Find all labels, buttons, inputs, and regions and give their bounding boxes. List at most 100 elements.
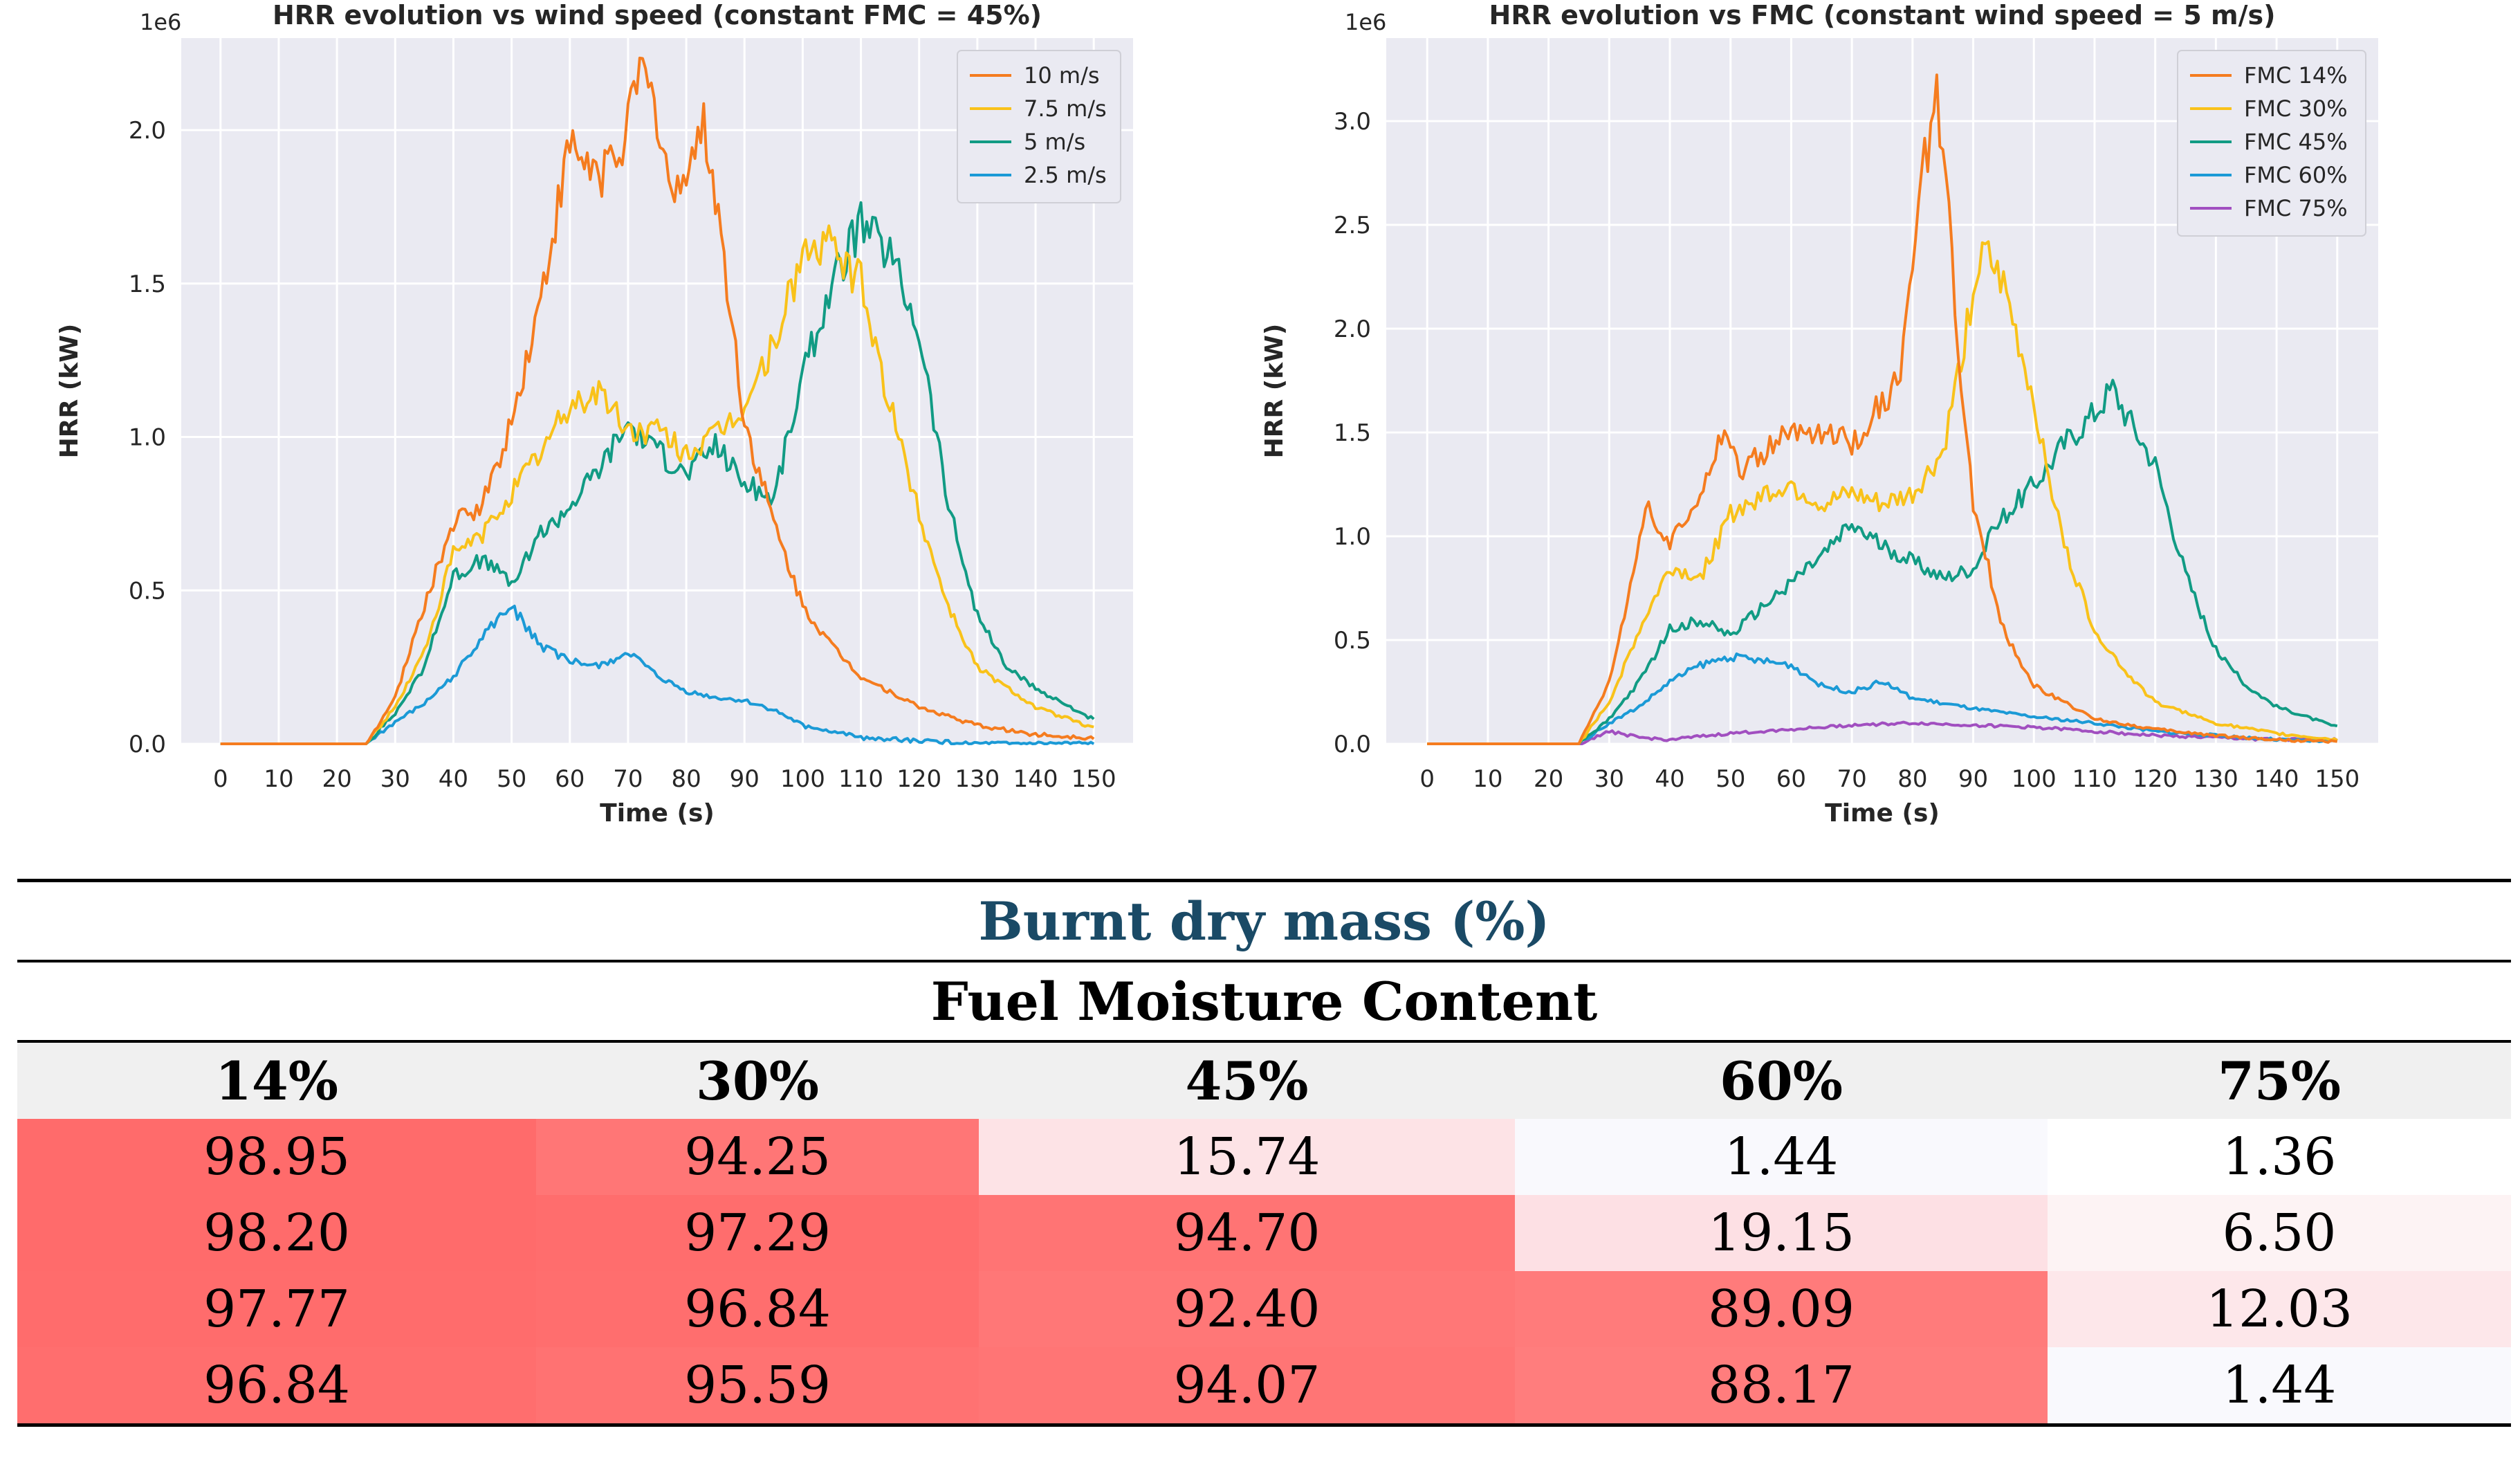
x-tick-label: 0 <box>1419 765 1435 793</box>
table-cell: 95.59 <box>536 1347 979 1423</box>
legend-box <box>957 50 1121 203</box>
x-tick-label: 140 <box>2254 765 2299 793</box>
y-axis-label: HRR (kW) <box>55 324 84 459</box>
x-tick-label: 20 <box>1534 765 1563 793</box>
x-tick-label: 110 <box>2072 765 2117 793</box>
column-header: 30% <box>696 1050 819 1112</box>
table-cell: 15.74 <box>979 1119 1515 1195</box>
y-tick-label: 0.0 <box>129 731 166 758</box>
table-cell: 97.77 <box>17 1271 536 1347</box>
x-tick-label: 90 <box>1958 765 1988 793</box>
x-tick-label: 80 <box>1897 765 1927 793</box>
y-multiplier-label: 1e6 <box>1345 9 1386 35</box>
y-axis-label: HRR (kW) <box>1260 324 1289 459</box>
x-tick-label: 50 <box>497 765 526 793</box>
table-cell: 89.09 <box>1515 1271 2048 1347</box>
x-tick-label: 60 <box>1776 765 1806 793</box>
burnt-dry-mass-table: Burnt dry mass (%) Fuel Moisture Content… <box>17 879 2511 1427</box>
table-cell: 97.29 <box>536 1195 979 1271</box>
y-tick-label: 2.0 <box>1334 316 1371 343</box>
table-cell: 98.20 <box>17 1195 536 1271</box>
table-cell: 19.15 <box>1515 1195 2048 1271</box>
x-tick-label: 100 <box>780 765 825 793</box>
hrr-vs-fmc-chart: 0 10 20 30 40 50 60 70 80 90 100 110 120 130 140 150 0.0… <box>1260 0 2378 828</box>
x-tick-label: 80 <box>671 765 701 793</box>
legend-label: FMC 60% <box>2244 162 2348 188</box>
y-tick-label: 1.5 <box>129 271 166 298</box>
column-header: 60% <box>1720 1050 1843 1112</box>
x-tick-label: 150 <box>2315 765 2360 793</box>
x-axis-label: Time (s) <box>600 799 715 828</box>
table-cell: 12.03 <box>2048 1271 2511 1347</box>
x-tick-label: 70 <box>1837 765 1867 793</box>
x-tick-label: 40 <box>439 765 468 793</box>
x-tick-label: 90 <box>730 765 760 793</box>
x-tick-label: 40 <box>1655 765 1684 793</box>
table-cell: 96.84 <box>536 1271 979 1347</box>
x-tick-label: 130 <box>2193 765 2238 793</box>
x-tick-label: 10 <box>1473 765 1502 793</box>
y-tick-label: 2.0 <box>129 117 166 145</box>
y-tick-label: 0.5 <box>129 577 166 605</box>
legend-label: FMC 14% <box>2244 62 2348 89</box>
table-cell: 6.50 <box>2048 1195 2511 1271</box>
legend-label: 5 m/s <box>1024 129 1085 155</box>
x-tick-label: 70 <box>613 765 643 793</box>
y-tick-label: 1.0 <box>129 424 166 452</box>
x-tick-label: 50 <box>1716 765 1745 793</box>
table-top-rule <box>17 879 2511 882</box>
y-tick-label: 1.5 <box>1334 419 1371 447</box>
table-bottom-rule <box>17 1423 2511 1427</box>
table-cell: 92.40 <box>979 1271 1515 1347</box>
x-tick-label: 130 <box>955 765 1000 793</box>
table-row: 97.77 96.84 92.40 89.09 12.03 <box>17 1271 2511 1347</box>
table-cell: 1.44 <box>1515 1119 2048 1195</box>
table-cell: 1.36 <box>2048 1119 2511 1195</box>
y-tick-label: 0.0 <box>1334 731 1371 758</box>
x-tick-label: 10 <box>264 765 293 793</box>
chart-title: HRR evolution vs FMC (constant wind spee… <box>1489 0 2276 30</box>
table-row: 98.95 94.25 15.74 1.44 1.36 <box>17 1119 2511 1195</box>
table-title: Burnt dry mass (%) <box>978 890 1550 952</box>
table-cell: 94.25 <box>536 1119 979 1195</box>
x-tick-label: 120 <box>2133 765 2178 793</box>
table-rule <box>17 960 2511 962</box>
table-row: 96.84 95.59 94.07 88.17 1.44 <box>17 1347 2511 1423</box>
legend-label: 2.5 m/s <box>1024 162 1107 188</box>
x-tick-label: 0 <box>213 765 228 793</box>
x-tick-label: 100 <box>2012 765 2057 793</box>
hrr-vs-wind-speed-chart: 0 10 20 30 40 50 60 70 80 90 100 110 120 130 140 150 0.0… <box>55 0 1133 828</box>
table-header-row: 14% 30% 45% 60% 75% <box>17 1043 2511 1119</box>
table-cell: 98.95 <box>17 1119 536 1195</box>
x-tick-label: 30 <box>380 765 410 793</box>
x-axis-label: Time (s) <box>1825 799 1940 828</box>
legend-label: FMC 30% <box>2244 95 2348 122</box>
legend-label: FMC 75% <box>2244 195 2348 221</box>
x-tick-label: 150 <box>1072 765 1116 793</box>
column-header: 14% <box>215 1050 338 1112</box>
chart-title: HRR evolution vs wind speed (constant FM… <box>273 0 1042 30</box>
x-tick-label: 120 <box>896 765 941 793</box>
x-tick-label: 60 <box>555 765 585 793</box>
series-line <box>1427 73 2338 745</box>
table-cell: 1.44 <box>2048 1347 2511 1423</box>
table-subtitle: Fuel Moisture Content <box>930 970 1598 1032</box>
column-header: 75% <box>2218 1050 2341 1112</box>
series-line <box>220 56 1095 745</box>
table-cell: 96.84 <box>17 1347 536 1423</box>
x-tick-label: 30 <box>1594 765 1624 793</box>
y-tick-label: 3.0 <box>1334 108 1371 136</box>
legend-label: 10 m/s <box>1024 62 1100 89</box>
table-row: 98.20 97.29 94.70 19.15 6.50 <box>17 1195 2511 1271</box>
table-cell: 94.70 <box>979 1195 1515 1271</box>
column-header: 45% <box>1185 1050 1309 1112</box>
x-tick-label: 140 <box>1013 765 1058 793</box>
legend-label: FMC 45% <box>2244 129 2348 155</box>
x-tick-label: 110 <box>838 765 883 793</box>
y-multiplier-label: 1e6 <box>140 9 181 35</box>
y-tick-label: 1.0 <box>1334 523 1371 551</box>
y-tick-label: 0.5 <box>1334 627 1371 655</box>
table-cell: 88.17 <box>1515 1347 2048 1423</box>
x-tick-label: 20 <box>322 765 351 793</box>
table-rule <box>17 1040 2511 1043</box>
